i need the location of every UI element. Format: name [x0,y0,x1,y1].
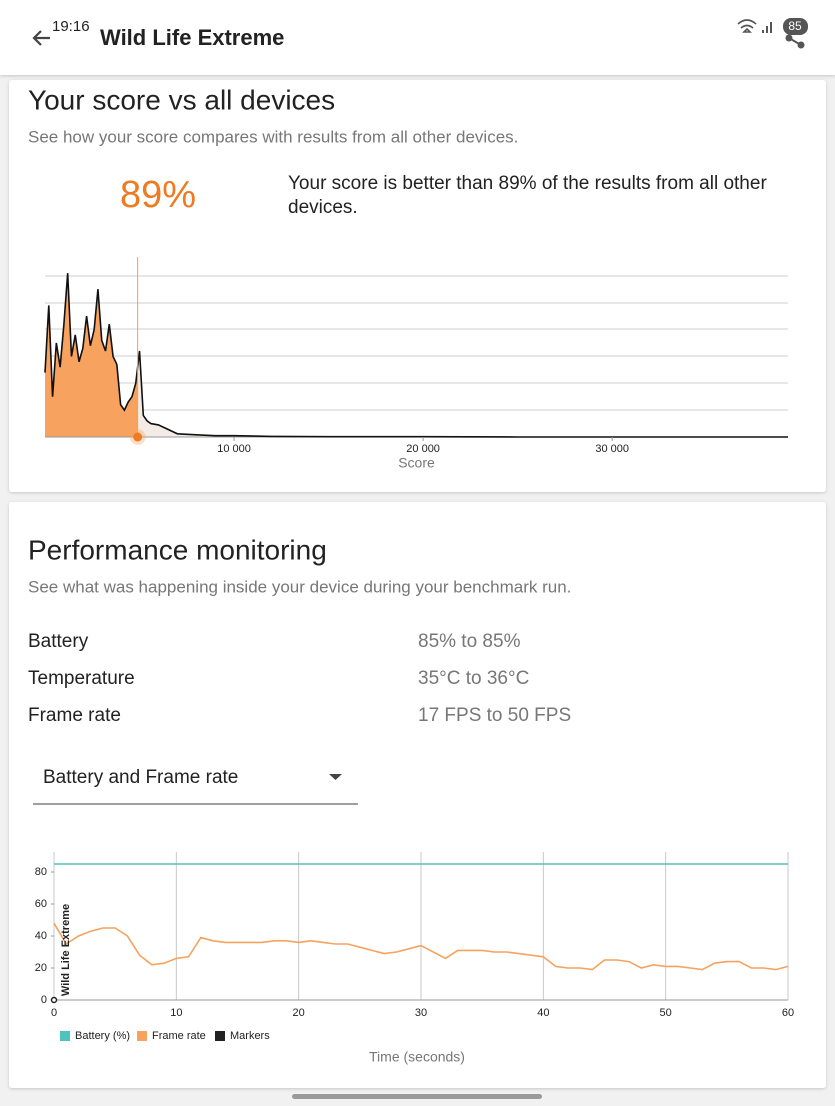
row-value: 85% to 85% [418,631,521,652]
your-score-dot [133,432,143,442]
x-tick-label: 30 000 [595,443,629,455]
x-tick-label: 50 [660,1007,672,1019]
score-card [9,80,826,492]
legend-label: Markers [230,1030,270,1042]
card-title: Performance monitoring [28,534,327,565]
battery-level: 85 [788,19,802,33]
x-tick-label: 10 [170,1007,182,1019]
x-tick-label: 40 [537,1007,549,1019]
x-axis-label: Time (seconds) [369,1049,465,1065]
series-line [53,922,789,971]
legend-swatch [137,1031,147,1041]
row-label: Frame rate [28,705,121,726]
app-title: Wild Life Extreme [100,25,284,50]
row-value: 17 FPS to 50 FPS [418,705,571,726]
x-tick-label: 20 [293,1007,305,1019]
description: devices. [288,197,358,218]
area [45,273,138,437]
x-tick-label: 20 000 [406,443,440,455]
row-value: 35°C to 36°C [418,668,529,689]
y-tick-label: 20 [35,962,47,974]
back-button[interactable] [32,30,50,46]
legend-label: Frame rate [152,1030,206,1042]
battery-badge [783,18,808,35]
y-tick-label: 0 [41,994,47,1006]
wifi-icon [737,19,757,33]
x-tick-label: 30 [415,1007,427,1019]
description: Your score is better than 89% of the res… [288,173,767,194]
marker [50,996,58,1004]
grid [45,275,788,411]
y-tick-label: 40 [35,930,47,942]
legend-swatch [215,1031,225,1041]
y-tick-label: 60 [35,898,47,910]
x-tick-label: 60 [782,1007,794,1019]
card-subtitle: See what was happening inside your devic… [28,577,571,596]
legend-label: Battery (%) [75,1030,130,1042]
line [44,273,788,438]
legend-swatch [60,1031,70,1041]
dropdown-label: Battery and Frame rate [43,767,238,788]
signal-icon [762,22,772,33]
app-bar [0,0,835,75]
card-title: Your score vs all devices [28,84,335,115]
status-time: 19:16 [52,18,90,35]
card-subtitle: See how your score compares with results… [28,127,518,146]
share-button[interactable] [785,34,805,49]
x-tick-label: 0 [51,1007,57,1019]
dropdown[interactable]: Battery and Frame rate [33,767,358,805]
percentile: 89% [120,174,196,216]
x-axis-label: Score [398,455,435,471]
row-label: Temperature [28,668,135,689]
row-label: Battery [28,631,89,652]
marker-label: Wild Life Extreme [60,904,72,996]
home-indicator [292,1094,542,1099]
y-tick-label: 80 [35,866,47,878]
x-tick-label: 10 000 [217,443,251,455]
